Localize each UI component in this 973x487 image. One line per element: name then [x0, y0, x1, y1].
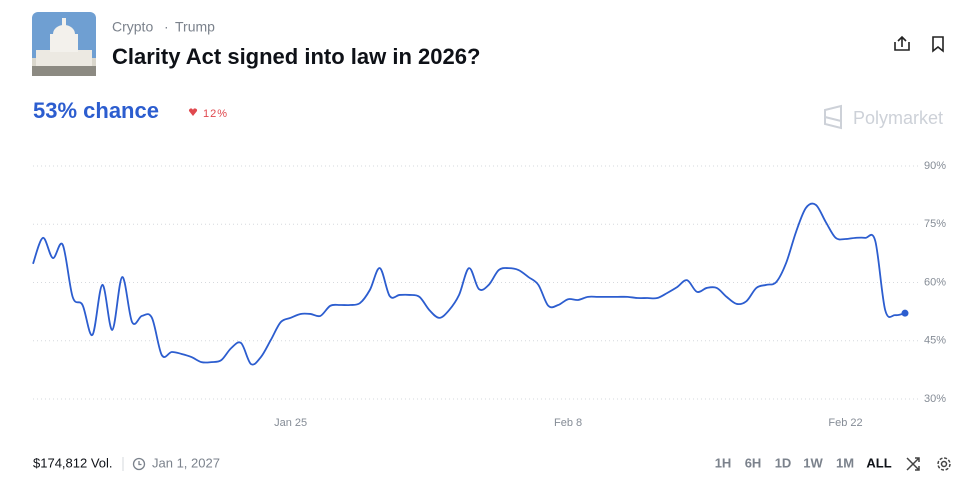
range-selector: 1H 6H 1D 1W 1M ALL [715, 455, 892, 470]
down-icon [188, 108, 198, 116]
brand: Polymarket [853, 108, 943, 128]
x-tick-label: Jan 25 [274, 417, 307, 429]
y-tick-label: 75% [924, 218, 946, 230]
price-line [32, 202, 906, 366]
brand-logo [824, 104, 842, 130]
range-button[interactable]: 1W [803, 455, 823, 470]
volume: $174,812 Vol. [33, 455, 113, 470]
chance: 53% chance [33, 98, 159, 123]
shuffle-icon[interactable] [906, 457, 920, 471]
last-point [901, 309, 909, 317]
y-tick-label: 90% [924, 160, 946, 172]
bookmark-icon[interactable] [932, 36, 944, 53]
market-title: Clarity Act signed into law in 2026? [112, 44, 480, 69]
breadcrumb[interactable]: Trump [175, 19, 215, 35]
settings-icon[interactable] [937, 457, 951, 471]
y-tick-label: 60% [924, 276, 946, 288]
range-button[interactable]: 1D [775, 455, 792, 470]
separator: · [164, 19, 169, 35]
x-tick-label: Feb 8 [554, 417, 582, 429]
change: 12% [203, 108, 228, 120]
y-tick-label: 45% [924, 335, 946, 347]
clock-icon [132, 457, 146, 471]
x-tick-label: Feb 22 [828, 417, 862, 429]
breadcrumb[interactable]: Crypto [112, 19, 153, 35]
end-date: Jan 1, 2027 [152, 455, 220, 470]
range-button[interactable]: 6H [745, 455, 762, 470]
share-icon[interactable] [894, 35, 910, 51]
thumbnail [32, 12, 96, 76]
y-tick-label: 30% [924, 393, 946, 405]
range-button[interactable]: 1H [715, 455, 732, 470]
chart: 90% 75% 60% 45% 30% Jan 25 Feb 8 Feb 22 [32, 160, 946, 429]
range-button[interactable]: 1M [836, 455, 854, 470]
range-button[interactable]: ALL [866, 455, 891, 470]
